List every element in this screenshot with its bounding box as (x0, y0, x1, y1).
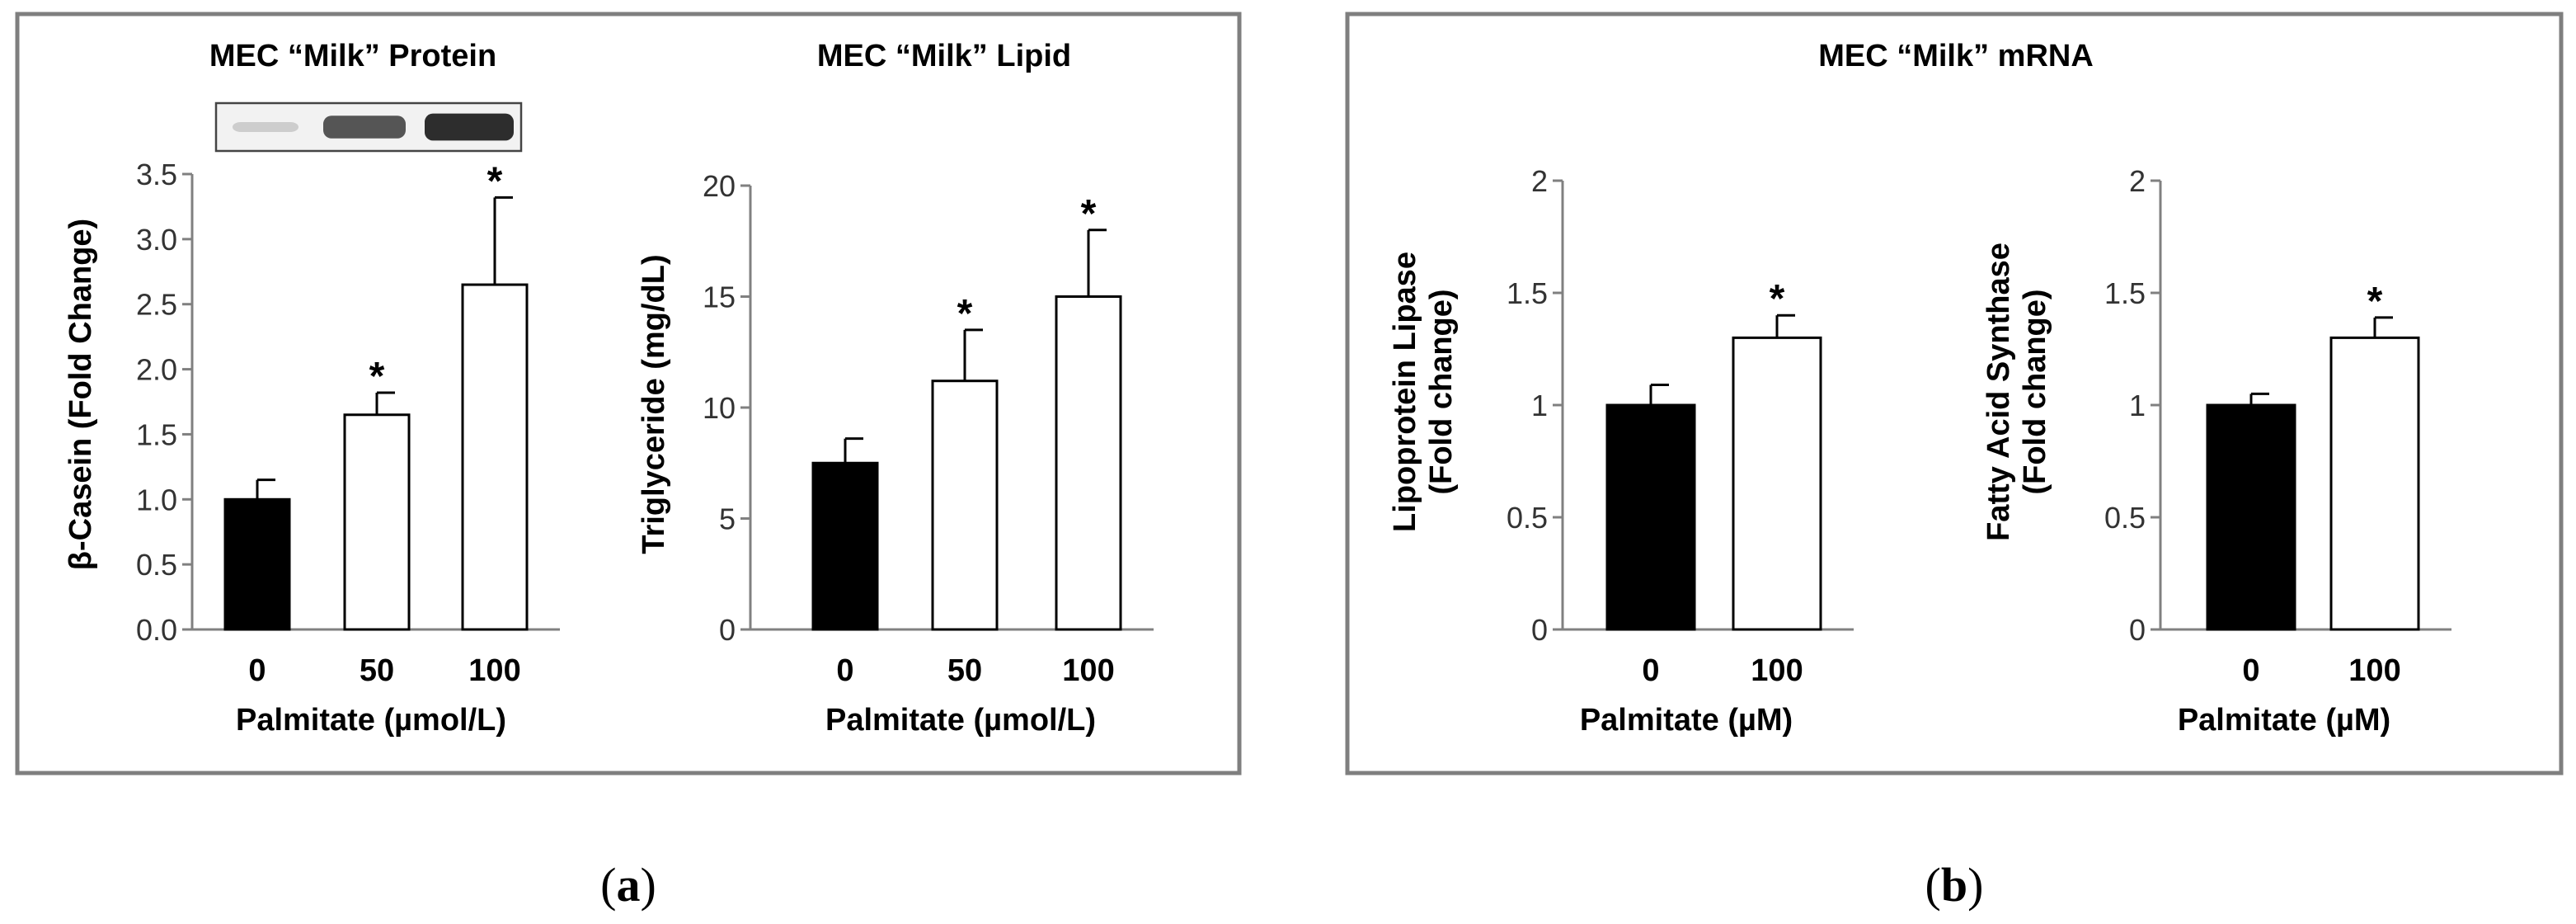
y-tick-label: 1.5 (1507, 276, 1548, 310)
panel-a-frame (15, 12, 1242, 776)
western-blot-band (425, 113, 514, 141)
panel-label-letter: b (1941, 858, 1967, 912)
y-tick-label: 1 (2129, 389, 2146, 422)
panel-label-letter: a (617, 858, 641, 912)
y-axis-label-group: Lipoprotein Lipase (Fold change) (1388, 252, 1459, 532)
x-tick-label: 0 (2242, 653, 2259, 688)
y-tick-label: 0 (1531, 613, 1548, 647)
panel-b-label: (b) (1925, 858, 1984, 912)
y-tick-label: 1.0 (136, 483, 177, 516)
y-axis-label: Triglyceride (mg/dL) (637, 254, 671, 554)
significance-marker: * (369, 355, 385, 398)
y-tick-label: 1.5 (136, 417, 177, 451)
y-tick-label: 0.0 (136, 613, 177, 647)
bar (1055, 295, 1122, 631)
y-tick-label: 3.0 (136, 223, 177, 257)
bar (461, 283, 529, 631)
panel-label-paren: ) (1967, 858, 1983, 912)
y-tick-label: 2.0 (136, 353, 177, 387)
y-tick-label: 0.5 (2104, 501, 2146, 535)
x-tick-label: 100 (2348, 653, 2400, 688)
x-axis-label: Palmitate (µM) (1580, 703, 1793, 738)
y-tick-label: 0.5 (1507, 501, 1548, 535)
y-axis-label-line: Fatty Acid Synthase (1981, 243, 2016, 541)
y-tick-label: 5 (719, 502, 736, 536)
significance-marker: * (2367, 280, 2383, 323)
panel-b-frame (1345, 12, 2564, 776)
panel-label-paren: ( (1925, 858, 1941, 912)
x-tick-label: 0 (248, 653, 266, 688)
western-blot-band (323, 116, 406, 139)
chart-title: MEC “Milk” Protein (209, 39, 496, 73)
y-tick-label: 20 (703, 169, 736, 203)
panel-b-title: MEC “Milk” mRNA (1818, 39, 2094, 73)
panel-label-paren: ( (600, 858, 616, 912)
chart-fatty-acid-synthase: Palmitate (µM) Fatty Acid Synthase (Fold… (1981, 164, 2451, 738)
bar (2329, 336, 2420, 631)
y-tick-label: 1.5 (2104, 276, 2146, 310)
chart-title: MEC “Milk” Lipid (817, 39, 1071, 73)
y-tick-label: 0 (2129, 613, 2146, 647)
bar (931, 380, 999, 631)
western-blot-inset (214, 101, 523, 153)
y-tick-label: 3.5 (136, 158, 177, 191)
bar (2206, 403, 2296, 631)
y-tick-label: 2 (1531, 164, 1548, 198)
significance-marker: * (1081, 192, 1097, 236)
panel-a-label: (a) (600, 858, 656, 912)
x-tick-label: 0 (1642, 653, 1659, 688)
y-axis-label-line: (Fold change) (1424, 289, 1459, 494)
y-tick-label: 15 (703, 280, 736, 314)
x-axis-label: Palmitate (µmol/L) (825, 703, 1096, 738)
significance-marker: * (487, 159, 503, 203)
bar (343, 413, 411, 631)
y-tick-label: 10 (703, 391, 736, 425)
x-tick-label: 50 (360, 653, 394, 688)
bar (811, 461, 879, 631)
x-tick-label: 100 (468, 653, 520, 688)
significance-marker: * (1770, 277, 1785, 321)
y-axis-label-line: (Fold change) (2018, 289, 2052, 494)
significance-marker: * (957, 292, 973, 336)
y-tick-label: 2 (2129, 164, 2146, 198)
chart-milk-lipid: MEC “Milk” Lipid Palmitate (µmol/L) Trig… (637, 39, 1154, 738)
x-axis-label: Palmitate (µM) (2178, 703, 2390, 738)
y-tick-label: 0 (719, 613, 736, 647)
chart-lipoprotein-lipase: Palmitate (µM) Lipoprotein Lipase (Fold … (1388, 164, 1854, 738)
y-tick-label: 2.5 (136, 288, 177, 322)
y-axis-label: β-Casein (Fold Change) (63, 219, 98, 570)
bar (1605, 403, 1696, 631)
bar (223, 497, 291, 631)
western-blot-band (233, 122, 298, 132)
x-tick-label: 100 (1751, 653, 1803, 688)
y-axis-label-group: Fatty Acid Synthase (Fold change) (1981, 243, 2052, 541)
bar (1732, 336, 1822, 631)
x-axis-label: Palmitate (µmol/L) (236, 703, 506, 738)
chart-milk-protein: MEC “Milk” Protein Palmitate (µmol/L) β-… (63, 39, 560, 738)
y-tick-label: 0.5 (136, 548, 177, 582)
x-tick-label: 50 (947, 653, 982, 688)
x-tick-label: 100 (1062, 653, 1114, 688)
y-axis-label-line: Lipoprotein Lipase (1388, 252, 1422, 532)
x-tick-label: 0 (836, 653, 853, 688)
panel-label-paren: ) (641, 858, 656, 912)
y-tick-label: 1 (1531, 389, 1548, 422)
